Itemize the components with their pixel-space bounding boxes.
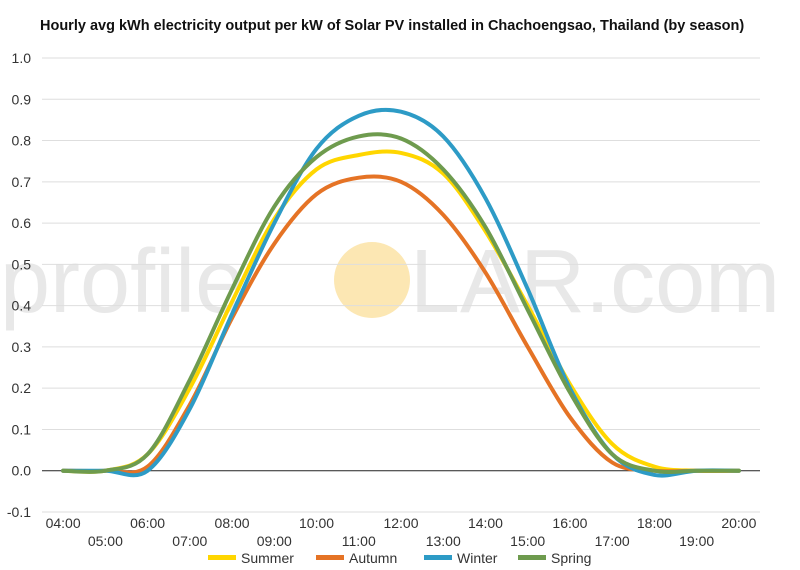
- y-tick-label: 0.1: [12, 421, 32, 437]
- legend-swatch: [208, 555, 236, 560]
- y-tick-label: 0.3: [12, 339, 32, 355]
- series-lines: [61, 107, 741, 478]
- watermark-text-left: profile: [0, 232, 245, 332]
- y-tick-label: 0.5: [12, 256, 32, 272]
- y-tick-label: 0.4: [12, 298, 32, 314]
- x-tick-label: 05:00: [88, 533, 123, 549]
- legend-label: Summer: [241, 550, 294, 566]
- y-tick-label: 1.0: [12, 50, 32, 66]
- y-tick-label: 0.8: [12, 133, 32, 149]
- x-tick-label: 17:00: [595, 533, 630, 549]
- x-axis: 04:00 06:00 08:00 10:00 12:00 14:00 16:00 18:00…: [46, 515, 757, 549]
- x-tick-label: 19:00: [679, 533, 714, 549]
- legend-swatch: [518, 555, 546, 560]
- y-tick-label: 0.7: [12, 174, 32, 190]
- series-line-autumn: [61, 174, 741, 475]
- watermark-sun-icon: [334, 242, 410, 318]
- watermark: profile LAR.com: [0, 232, 780, 332]
- legend-swatch: [316, 555, 344, 560]
- x-tick-label: 18:00: [637, 515, 672, 531]
- y-tick-label: 0.6: [12, 215, 32, 231]
- series-line-spring: [61, 132, 741, 474]
- legend-item-spring: Spring: [518, 550, 591, 566]
- y-tick-label: 0.2: [12, 380, 32, 396]
- x-tick-label: 09:00: [257, 533, 292, 549]
- y-tick-label: 0.0: [12, 463, 32, 479]
- x-tick-label: 06:00: [130, 515, 165, 531]
- x-tick-label: 13:00: [426, 533, 461, 549]
- x-tick-label: 20:00: [721, 515, 756, 531]
- x-tick-label: 08:00: [215, 515, 250, 531]
- x-tick-label: 16:00: [552, 515, 587, 531]
- legend: Summer Autumn Winter Spring: [208, 550, 591, 566]
- watermark-text-right: LAR.com: [410, 232, 780, 332]
- y-tick-label: 0.9: [12, 91, 32, 107]
- legend-item-winter: Winter: [424, 550, 498, 566]
- legend-label: Spring: [551, 550, 591, 566]
- y-tick-label: -0.1: [7, 504, 31, 520]
- x-tick-label: 12:00: [383, 515, 418, 531]
- x-tick-label: 15:00: [510, 533, 545, 549]
- y-axis: -0.1 0.0 0.1 0.2 0.3 0.4 0.5 0.6 0.7 0.8 0.9 1.0: [7, 50, 31, 520]
- chart-title: Hourly avg kWh electricity output per kW…: [40, 18, 745, 34]
- x-tick-label: 11:00: [342, 533, 376, 549]
- legend-label: Autumn: [349, 550, 397, 566]
- x-tick-label: 10:00: [299, 515, 334, 531]
- series-line-summer: [61, 149, 741, 474]
- x-tick-label: 04:00: [46, 515, 81, 531]
- legend-item-autumn: Autumn: [316, 550, 397, 566]
- legend-swatch: [424, 555, 452, 560]
- legend-item-summer: Summer: [208, 550, 294, 566]
- x-tick-label: 14:00: [468, 515, 503, 531]
- x-tick-label: 07:00: [172, 533, 207, 549]
- legend-label: Winter: [457, 550, 498, 566]
